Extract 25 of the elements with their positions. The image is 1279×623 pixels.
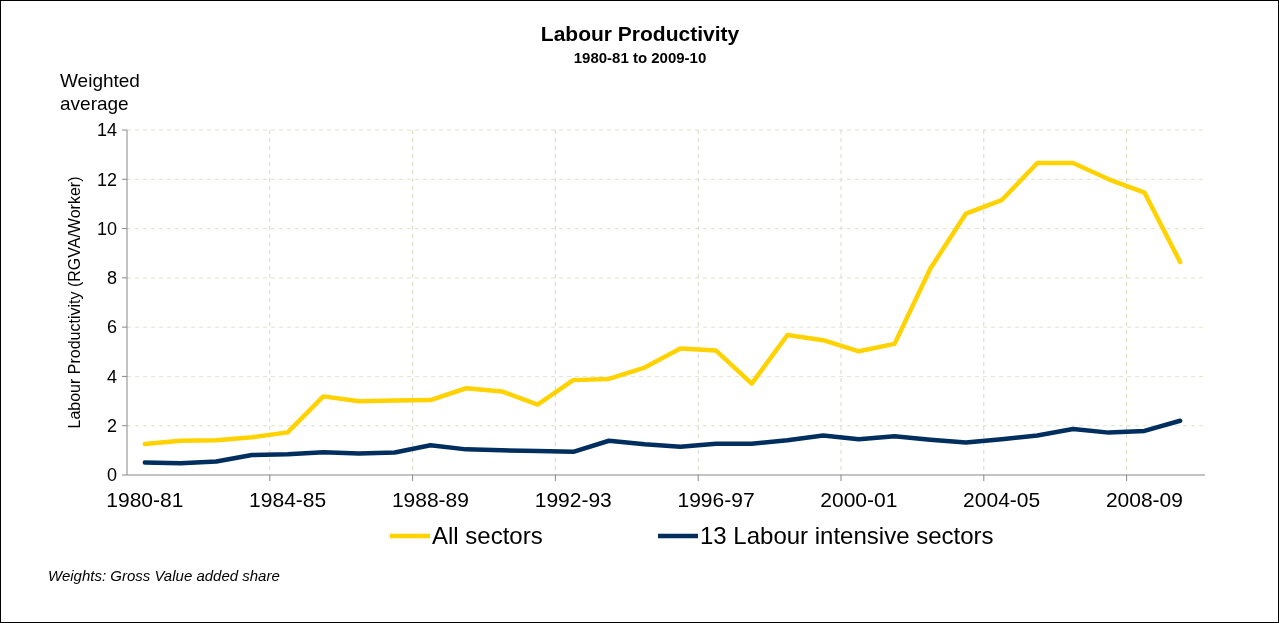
y-tick-label: 14 [96,120,117,141]
x-tick-label: 1996-97 [677,488,755,511]
x-tick-label: 2004-05 [963,488,1041,511]
y-tick-label: 12 [96,169,117,190]
y-axis-title: Labour Productivity (RGVA/Worker) [66,176,83,429]
y-tick-label: 2 [106,416,117,437]
y-tick-label: 6 [106,317,117,338]
chart-title: Labour Productivity [540,22,740,45]
chart-subtitle: 1980-81 to 2009-10 [573,49,707,66]
line-series [142,418,1183,466]
legend-label: All sectors [432,522,543,550]
y-tick-label: 8 [106,268,117,289]
x-tick-label: 1992-93 [534,488,612,511]
legend-label: 13 Labour intensive sectors [700,522,994,550]
x-tick-label: 1984-85 [249,488,327,511]
x-tick-label: 2000-01 [820,488,898,511]
y-tick-label: 10 [96,218,117,239]
text: Weights: Gross Value added share [48,567,280,584]
x-tick-label: 2008-09 [1105,488,1183,511]
y-tick-label: 4 [106,366,117,387]
line-series [142,160,1183,447]
y-tick-label: 0 [106,465,117,486]
unit-note: Weighted average [60,70,140,114]
x-tick-label: 1988-89 [391,488,469,511]
x-tick-label: 1980-81 [106,488,184,511]
